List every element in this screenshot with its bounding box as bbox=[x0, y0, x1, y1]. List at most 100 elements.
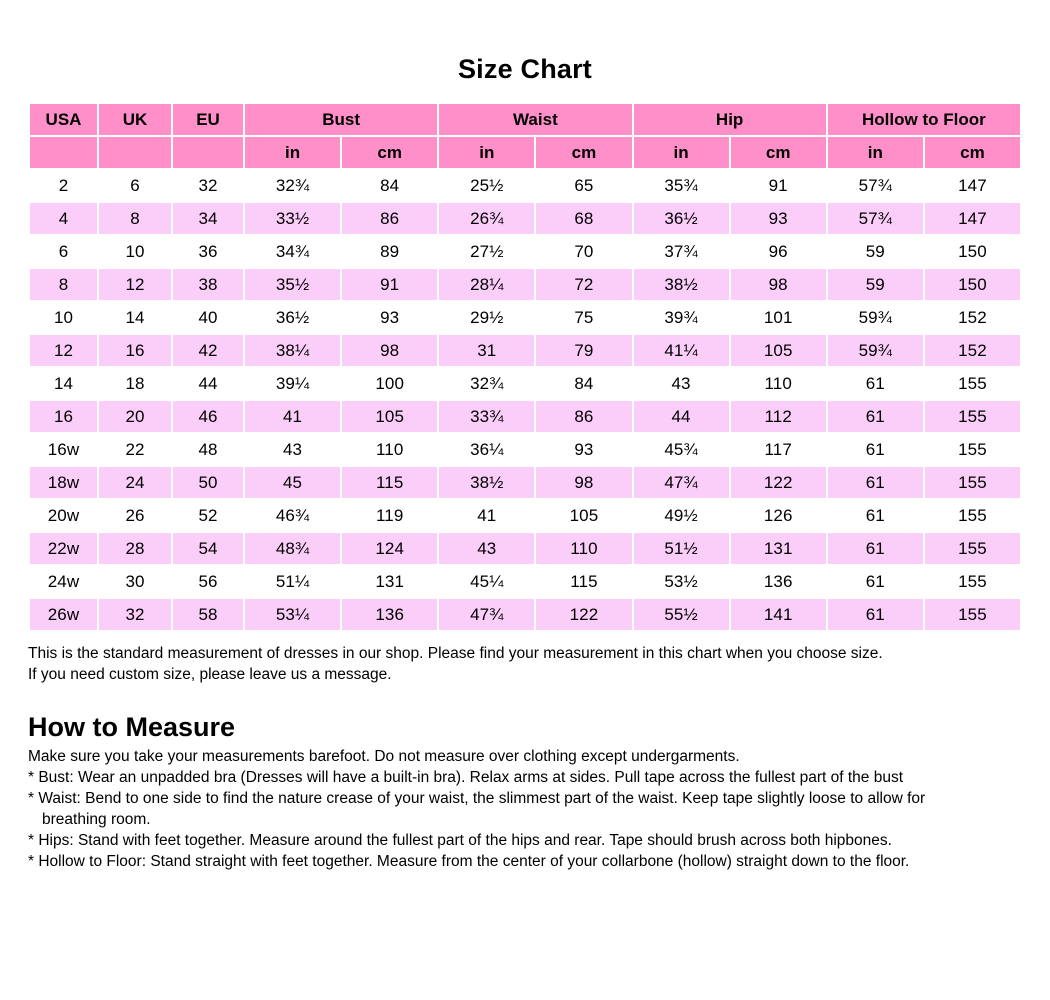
cell-hip-cm: 91 bbox=[730, 170, 826, 201]
cell-hollow-in: 61 bbox=[827, 533, 923, 564]
cell-hollow-in: 61 bbox=[827, 434, 923, 465]
unit-header-bust-cm: cm bbox=[342, 137, 438, 168]
measure-intro: Make sure you take your measurements bar… bbox=[28, 748, 740, 765]
cell-bust-in: 32¾ bbox=[245, 170, 341, 201]
cell-bust-in: 48¾ bbox=[245, 533, 341, 564]
cell-hollow-in: 61 bbox=[827, 599, 923, 630]
cell-waist-in: 47¾ bbox=[439, 599, 535, 630]
cell-bust-in: 51¼ bbox=[245, 566, 341, 597]
size-chart-table: USA UK EU Bust Waist Hip Hollow to Floor… bbox=[28, 102, 1022, 632]
unit-header-waist-in: in bbox=[439, 137, 535, 168]
cell-hip-in: 45¾ bbox=[633, 434, 729, 465]
cell-hollow-in: 57¾ bbox=[827, 203, 923, 234]
cell-uk: 14 bbox=[99, 302, 171, 333]
cell-bust-in: 36½ bbox=[245, 302, 341, 333]
cell-hollow-in: 59 bbox=[827, 269, 923, 300]
cell-usa: 16w bbox=[30, 434, 97, 465]
cell-hip-cm: 122 bbox=[730, 467, 826, 498]
unit-header-eu bbox=[173, 137, 243, 168]
cell-hollow-in: 61 bbox=[827, 566, 923, 597]
cell-hollow-cm: 155 bbox=[924, 533, 1020, 564]
cell-eu: 52 bbox=[173, 500, 243, 531]
cell-usa: 20w bbox=[30, 500, 97, 531]
cell-hollow-cm: 155 bbox=[924, 368, 1020, 399]
table-row: 22w 28 54 48¾ 124 43 110 51½ 131 61 155 bbox=[30, 533, 1020, 564]
cell-bust-in: 34¾ bbox=[245, 236, 341, 267]
unit-header-uk bbox=[99, 137, 171, 168]
how-to-measure-heading: How to Measure bbox=[28, 712, 236, 742]
table-unit-header-row: in cm in cm in cm in cm bbox=[30, 137, 1020, 168]
cell-hip-cm: 117 bbox=[730, 434, 826, 465]
cell-hip-in: 51½ bbox=[633, 533, 729, 564]
column-header-hip: Hip bbox=[633, 104, 826, 135]
cell-eu: 40 bbox=[173, 302, 243, 333]
cell-usa: 12 bbox=[30, 335, 97, 366]
cell-waist-in: 36¼ bbox=[439, 434, 535, 465]
unit-header-bust-in: in bbox=[245, 137, 341, 168]
cell-hip-in: 43 bbox=[633, 368, 729, 399]
note-line-2: If you need custom size, please leave us… bbox=[28, 666, 392, 683]
page-title: Size Chart bbox=[457, 54, 593, 84]
cell-usa: 16 bbox=[30, 401, 97, 432]
cell-hollow-cm: 150 bbox=[924, 269, 1020, 300]
measure-hips: * Hips: Stand with feet together. Measur… bbox=[28, 832, 892, 849]
cell-hip-cm: 105 bbox=[730, 335, 826, 366]
table-row: 2 6 32 32¾ 84 25½ 65 35¾ 91 57¾ 147 bbox=[30, 170, 1020, 201]
cell-eu: 54 bbox=[173, 533, 243, 564]
cell-hip-in: 44 bbox=[633, 401, 729, 432]
cell-uk: 10 bbox=[99, 236, 171, 267]
cell-hip-cm: 136 bbox=[730, 566, 826, 597]
cell-hollow-in: 61 bbox=[827, 368, 923, 399]
table-row: 6 10 36 34¾ 89 27½ 70 37¾ 96 59 150 bbox=[30, 236, 1020, 267]
cell-eu: 44 bbox=[173, 368, 243, 399]
cell-waist-in: 29½ bbox=[439, 302, 535, 333]
cell-hip-in: 47¾ bbox=[633, 467, 729, 498]
cell-hollow-in: 57¾ bbox=[827, 170, 923, 201]
cell-hollow-cm: 152 bbox=[924, 335, 1020, 366]
cell-hollow-in: 59¾ bbox=[827, 302, 923, 333]
cell-uk: 16 bbox=[99, 335, 171, 366]
table-row: 10 14 40 36½ 93 29½ 75 39¾ 101 59¾ 152 bbox=[30, 302, 1020, 333]
table-body: 2 6 32 32¾ 84 25½ 65 35¾ 91 57¾ 147 4 8 34 33½ 86 26¾ 68 3… bbox=[30, 170, 1020, 630]
cell-bust-cm: 89 bbox=[342, 236, 438, 267]
unit-header-usa bbox=[30, 137, 97, 168]
cell-bust-cm: 119 bbox=[342, 500, 438, 531]
measure-waist-continued: breathing room. bbox=[42, 811, 151, 828]
cell-usa: 22w bbox=[30, 533, 97, 564]
cell-eu: 50 bbox=[173, 467, 243, 498]
cell-uk: 26 bbox=[99, 500, 171, 531]
cell-hip-in: 36½ bbox=[633, 203, 729, 234]
cell-eu: 56 bbox=[173, 566, 243, 597]
cell-bust-cm: 131 bbox=[342, 566, 438, 597]
cell-hollow-cm: 150 bbox=[924, 236, 1020, 267]
cell-hip-in: 37¾ bbox=[633, 236, 729, 267]
cell-waist-cm: 68 bbox=[536, 203, 632, 234]
cell-hip-cm: 110 bbox=[730, 368, 826, 399]
cell-uk: 24 bbox=[99, 467, 171, 498]
cell-waist-in: 45¼ bbox=[439, 566, 535, 597]
table-row: 14 18 44 39¼ 100 32¾ 84 43 110 61 155 bbox=[30, 368, 1020, 399]
cell-hip-cm: 93 bbox=[730, 203, 826, 234]
unit-header-hollow-in: in bbox=[827, 137, 923, 168]
measure-waist: * Waist: Bend to one side to find the na… bbox=[28, 790, 926, 807]
cell-uk: 32 bbox=[99, 599, 171, 630]
cell-bust-cm: 105 bbox=[342, 401, 438, 432]
table-row: 16 20 46 41 105 33¾ 86 44 112 61 155 bbox=[30, 401, 1020, 432]
table-group-header-row: USA UK EU Bust Waist Hip Hollow to Floor bbox=[30, 104, 1020, 135]
cell-hollow-cm: 155 bbox=[924, 599, 1020, 630]
column-header-waist: Waist bbox=[439, 104, 632, 135]
cell-waist-cm: 122 bbox=[536, 599, 632, 630]
cell-hollow-in: 59 bbox=[827, 236, 923, 267]
cell-waist-in: 26¾ bbox=[439, 203, 535, 234]
cell-waist-in: 28¼ bbox=[439, 269, 535, 300]
note-line-1: This is the standard measurement of dres… bbox=[28, 645, 883, 662]
cell-uk: 20 bbox=[99, 401, 171, 432]
unit-header-hip-in: in bbox=[633, 137, 729, 168]
cell-waist-in: 31 bbox=[439, 335, 535, 366]
unit-header-hip-cm: cm bbox=[730, 137, 826, 168]
cell-waist-cm: 72 bbox=[536, 269, 632, 300]
cell-eu: 42 bbox=[173, 335, 243, 366]
measure-bust: * Bust: Wear an unpadded bra (Dresses wi… bbox=[28, 769, 904, 786]
standard-measurement-note: This is the standard measurement of dres… bbox=[28, 643, 1022, 685]
cell-usa: 8 bbox=[30, 269, 97, 300]
